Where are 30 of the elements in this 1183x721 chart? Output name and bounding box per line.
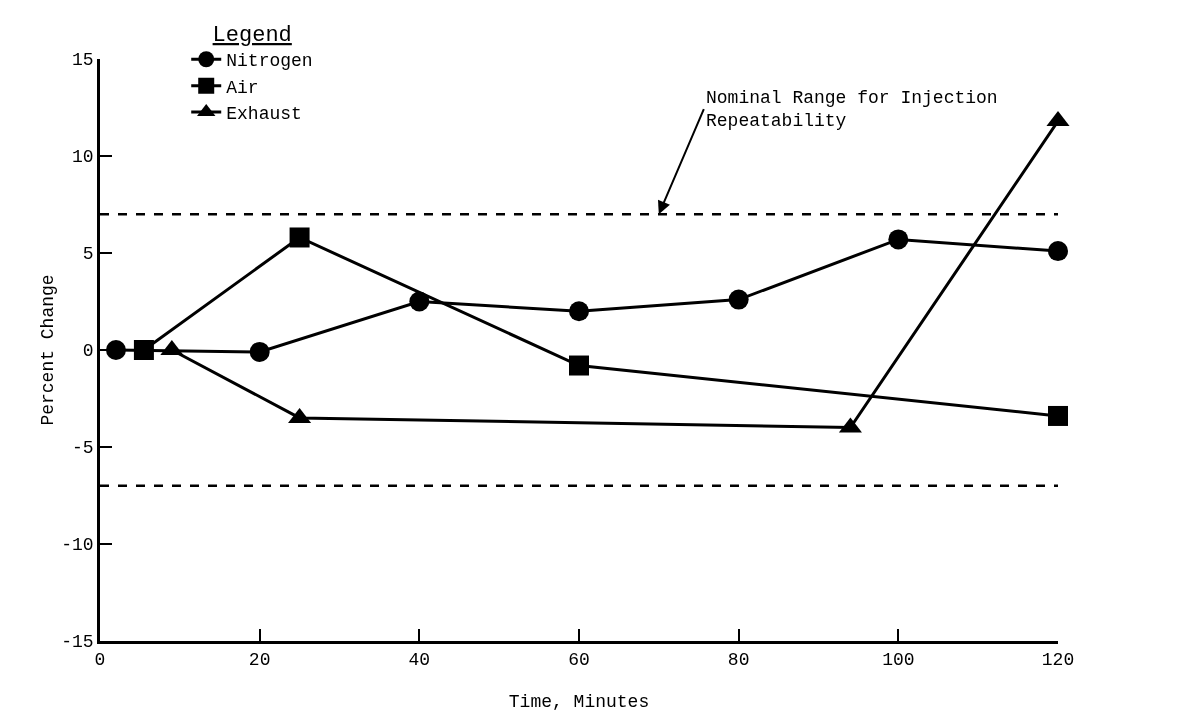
point bbox=[569, 355, 589, 376]
point bbox=[133, 340, 154, 360]
point bbox=[569, 301, 589, 322]
annotation: Nominal Range for Injection Repeatability bbox=[706, 88, 998, 132]
legend-label: Exhaust bbox=[226, 104, 302, 125]
y-tick-label: 10 bbox=[72, 147, 94, 168]
point bbox=[105, 340, 126, 360]
x-tick-label: 120 bbox=[1041, 650, 1075, 671]
point bbox=[728, 289, 749, 310]
legend-label: Air bbox=[226, 77, 259, 98]
point bbox=[289, 227, 310, 248]
point bbox=[249, 341, 270, 362]
x-tick-label: 20 bbox=[248, 650, 271, 671]
y-tick-label: 5 bbox=[82, 244, 94, 265]
point bbox=[1048, 241, 1068, 262]
x-tick-label: 40 bbox=[408, 650, 431, 671]
x-tick-label: 80 bbox=[727, 650, 750, 671]
y-tick-label: 15 bbox=[72, 50, 94, 71]
y-tick-label: -10 bbox=[61, 535, 94, 556]
x-axis-title: Time, Minutes bbox=[508, 691, 650, 712]
y-axis-title: Percent Change bbox=[37, 274, 58, 426]
point bbox=[888, 229, 909, 250]
x-tick-label: 60 bbox=[568, 650, 590, 671]
legend-label: Nitrogen bbox=[226, 51, 313, 72]
x-tick-label: 100 bbox=[882, 650, 915, 671]
legend-title: Legend bbox=[212, 23, 292, 49]
y-tick-label: -5 bbox=[72, 438, 94, 459]
y-tick-label: -15 bbox=[61, 632, 94, 653]
point bbox=[1048, 405, 1068, 426]
y-tick-label: 0 bbox=[82, 341, 94, 362]
